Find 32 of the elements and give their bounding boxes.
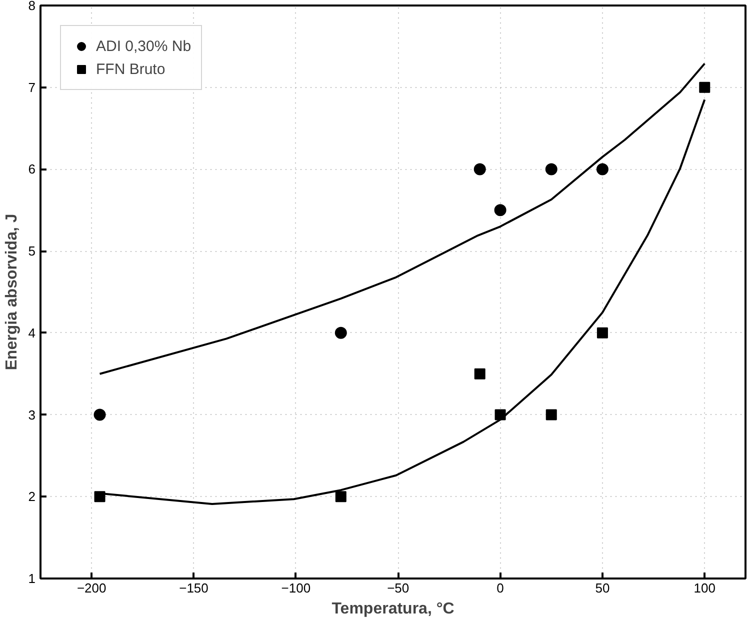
- x-tick-label: −100: [281, 580, 311, 596]
- y-tick-label: 8: [28, 0, 36, 13]
- y-tick-label: 2: [28, 489, 36, 504]
- y-tick-label: 1: [28, 571, 36, 586]
- point: [494, 204, 506, 216]
- x-tick-label: −200: [76, 580, 106, 596]
- legend-label: ADI 0,30% Nb: [96, 38, 192, 54]
- y-tick-label: 4: [28, 325, 36, 340]
- point: [335, 491, 346, 502]
- x-axis-title: Temperatura, °C: [332, 600, 455, 618]
- point: [474, 163, 486, 176]
- x-tick-label: 0: [496, 580, 504, 596]
- point: [474, 368, 486, 380]
- line-series: [98, 62, 706, 375]
- point: [699, 82, 710, 93]
- legend-label: FFN Bruto: [96, 60, 166, 78]
- y-axis-title: Energia absorvida, J: [3, 214, 20, 370]
- x-tick-label: −50: [387, 580, 410, 596]
- x-tick-label: 100: [694, 580, 716, 596]
- point: [94, 408, 106, 421]
- point: [94, 491, 106, 502]
- point: [596, 327, 608, 338]
- x-tick-label: 50: [595, 580, 610, 596]
- point: [546, 409, 557, 420]
- x-tick-label: −150: [179, 580, 208, 596]
- y-tick-label: 5: [28, 244, 36, 259]
- y-tick-label: 3: [28, 407, 36, 422]
- point: [545, 163, 558, 176]
- point: [596, 163, 608, 176]
- y-tick-label: 6: [28, 162, 36, 177]
- point: [334, 326, 347, 339]
- y-tick-label: 7: [28, 80, 36, 95]
